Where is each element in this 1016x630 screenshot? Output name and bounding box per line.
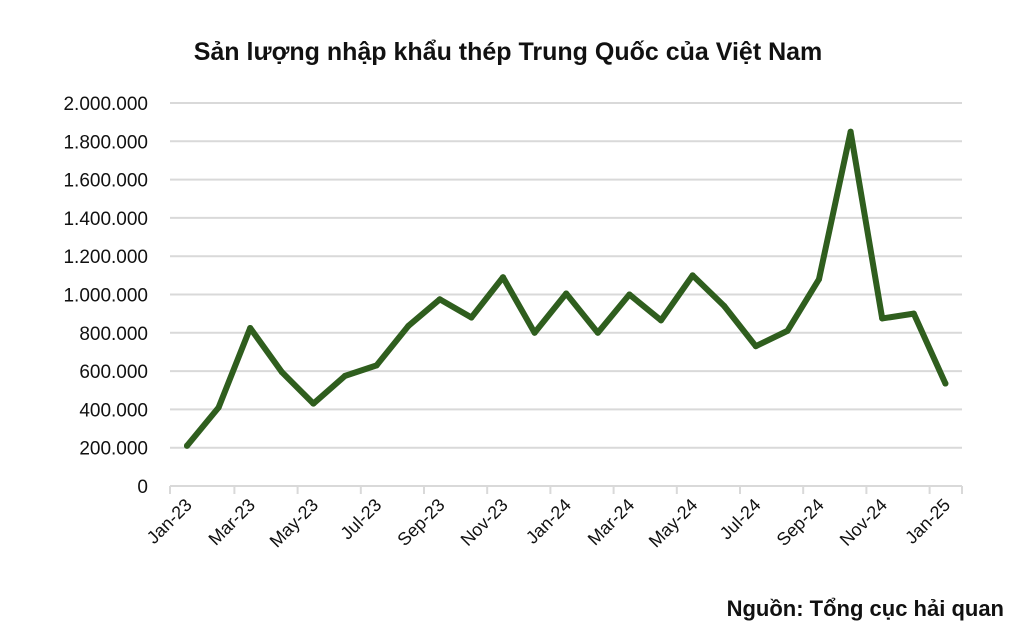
x-tick-label: May-24 xyxy=(645,495,702,552)
x-tick-label: Sep-23 xyxy=(393,495,448,550)
x-tick-label: Nov-23 xyxy=(457,495,512,550)
x-tick-label: Jan-23 xyxy=(143,495,196,548)
data-point xyxy=(847,128,854,135)
x-tick-label: Jul-23 xyxy=(337,495,386,544)
data-point xyxy=(247,325,254,332)
data-point xyxy=(184,442,190,449)
y-tick-label: 1.200.000 xyxy=(63,247,148,268)
data-point xyxy=(278,369,285,376)
y-tick-label: 400.000 xyxy=(79,400,148,421)
data-point xyxy=(468,314,475,321)
data-point xyxy=(689,272,696,279)
x-tick-label: Jan-25 xyxy=(901,495,954,548)
data-point xyxy=(373,362,380,369)
data-point xyxy=(910,310,917,317)
y-tick-label: 600.000 xyxy=(79,362,148,383)
x-tick-label: May-23 xyxy=(266,495,323,552)
data-point xyxy=(563,290,570,297)
y-tick-label: 1.600.000 xyxy=(63,171,148,192)
chart-title: Sản lượng nhập khẩu thép Trung Quốc của … xyxy=(193,38,823,66)
data-point xyxy=(342,372,348,379)
data-point xyxy=(658,317,664,324)
data-point xyxy=(531,329,538,336)
data-point xyxy=(816,276,822,283)
y-tick-label: 2.000.000 xyxy=(63,94,148,115)
y-tick-label: 0 xyxy=(137,477,148,498)
x-tick-label: Mar-24 xyxy=(584,495,638,549)
data-point xyxy=(721,302,728,309)
data-point xyxy=(215,404,222,411)
data-point xyxy=(500,274,506,281)
source-note: Nguồn: Tổng cục hải quan xyxy=(726,596,1004,621)
data-point xyxy=(626,291,633,298)
x-tick-label: Sep-24 xyxy=(773,495,828,550)
data-point xyxy=(752,343,759,350)
data-point xyxy=(405,323,412,330)
data-point xyxy=(436,296,443,303)
y-tick-label: 1.800.000 xyxy=(63,132,148,153)
y-tick-label: 200.000 xyxy=(79,439,148,460)
data-point xyxy=(942,380,949,387)
x-tick-label: Nov-24 xyxy=(836,495,891,550)
x-tick-label: Mar-23 xyxy=(205,495,259,549)
y-tick-label: 1.400.000 xyxy=(63,209,148,230)
data-point xyxy=(879,315,886,322)
data-point xyxy=(310,400,317,407)
data-point xyxy=(784,327,791,334)
data-point xyxy=(594,329,601,336)
y-tick-label: 800.000 xyxy=(79,324,148,345)
x-tick-label: Jul-24 xyxy=(716,495,765,544)
y-tick-label: 1.000.000 xyxy=(63,286,148,307)
x-tick-label: Jan-24 xyxy=(522,495,575,548)
